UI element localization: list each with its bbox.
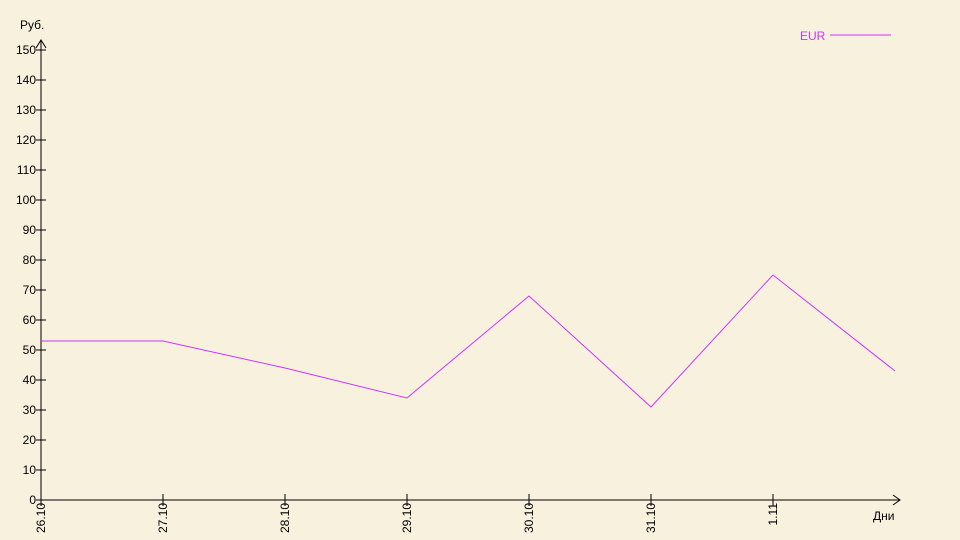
x-axis-ticks: 26.10 27.10 28.10 29.10 30.10 31.10 1.11 (34, 494, 780, 533)
x-axis-arrow (892, 494, 901, 506)
y-tick-label-140: 140 (16, 73, 36, 87)
y-tick-label-150: 150 (16, 43, 36, 57)
y-tick-label-50: 50 (23, 343, 37, 357)
y-axis-arrow (35, 39, 47, 49)
y-tick-label-130: 130 (16, 103, 36, 117)
x-tick-label-26.10: 26.10 (34, 503, 48, 533)
y-tick-label-0: 0 (29, 493, 36, 507)
y-tick-label-90: 90 (23, 223, 37, 237)
y-tick-label-80: 80 (23, 253, 37, 267)
y-tick-label-60: 60 (23, 313, 37, 327)
y-tick-label-120: 120 (16, 133, 36, 147)
x-tick-label-30.10: 30.10 (522, 503, 536, 533)
x-tick-label-27.10: 27.10 (156, 503, 170, 533)
legend: EUR (800, 29, 891, 43)
y-tick-label-10: 10 (23, 463, 37, 477)
y-tick-label-30: 30 (23, 403, 37, 417)
x-tick-label-28.10: 28.10 (278, 503, 292, 533)
legend-label-eur: EUR (800, 29, 826, 43)
y-tick-label-40: 40 (23, 373, 37, 387)
y-axis-title: Руб. (20, 18, 44, 32)
x-tick-label-31.10: 31.10 (644, 503, 658, 533)
x-tick-label-1.11: 1.11 (766, 503, 780, 526)
x-axis-title: Дни (873, 509, 894, 523)
y-axis-ticks: 0 10 20 30 40 50 60 70 80 90 100 110 120 130 140 150 (16, 43, 46, 507)
y-tick-label-110: 110 (17, 163, 36, 177)
y-tick-label-100: 100 (16, 193, 36, 207)
series-line-eur (41, 274, 896, 408)
y-tick-label-20: 20 (23, 433, 37, 447)
x-tick-label-29.10: 29.10 (400, 503, 414, 533)
y-tick-label-70: 70 (23, 283, 37, 297)
series-lines (41, 274, 896, 408)
